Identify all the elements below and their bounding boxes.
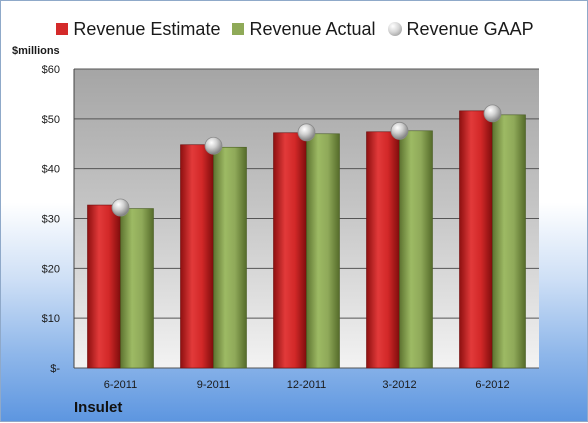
legend-item-revenue-gaap: Revenue GAAP	[387, 18, 534, 40]
x-tick-label: 6-2011	[104, 379, 137, 391]
marker-revenue-gaap	[297, 123, 316, 142]
company-name-label: Insulet	[74, 399, 123, 416]
y-tick-label: $40	[42, 164, 60, 176]
y-tick-label: $50	[42, 114, 60, 126]
marker-revenue-gaap	[111, 198, 130, 217]
bar-revenue-estimate	[459, 110, 493, 369]
legend-item-revenue-estimate: Revenue Estimate	[56, 19, 220, 40]
bar-revenue-estimate	[366, 131, 400, 369]
legend-label-revenue-actual: Revenue Actual	[249, 18, 376, 39]
bar-revenue-actual	[120, 208, 154, 369]
y-tick-label: $30	[42, 214, 60, 226]
x-tick-label: 3-2012	[382, 379, 416, 391]
bar-revenue-estimate	[87, 204, 121, 369]
legend-marker-revenue-gaap	[387, 22, 402, 36]
legend: Revenue Estimate Revenue Actual Revenue …	[1, 14, 588, 44]
bar-revenue-actual	[492, 114, 526, 369]
marker-revenue-gaap	[390, 121, 409, 140]
legend-item-revenue-actual: Revenue Actual	[232, 18, 376, 40]
y-tick-label: $-	[50, 363, 60, 375]
y-axis-unit-label: $millions	[12, 45, 60, 57]
legend-swatch-revenue-estimate	[56, 23, 69, 35]
bar-revenue-actual	[399, 130, 433, 369]
bar-revenue-actual	[306, 133, 340, 369]
marker-revenue-gaap	[204, 136, 223, 155]
x-tick-label: 6-2012	[475, 379, 509, 391]
legend-label-revenue-estimate: Revenue Estimate	[73, 18, 221, 39]
bar-revenue-actual	[213, 146, 247, 369]
x-tick-label: 9-2011	[197, 379, 230, 391]
bar-revenue-estimate	[273, 132, 307, 369]
y-tick-label: $10	[42, 313, 60, 325]
marker-revenue-gaap	[483, 104, 502, 123]
bar-revenue-estimate	[180, 144, 214, 369]
x-tick-label: 12-2011	[287, 379, 327, 391]
legend-label-revenue-gaap: Revenue GAAP	[406, 18, 534, 39]
y-tick-label: $60	[42, 64, 60, 76]
y-tick-label: $20	[42, 263, 60, 275]
legend-swatch-revenue-actual	[232, 23, 245, 35]
